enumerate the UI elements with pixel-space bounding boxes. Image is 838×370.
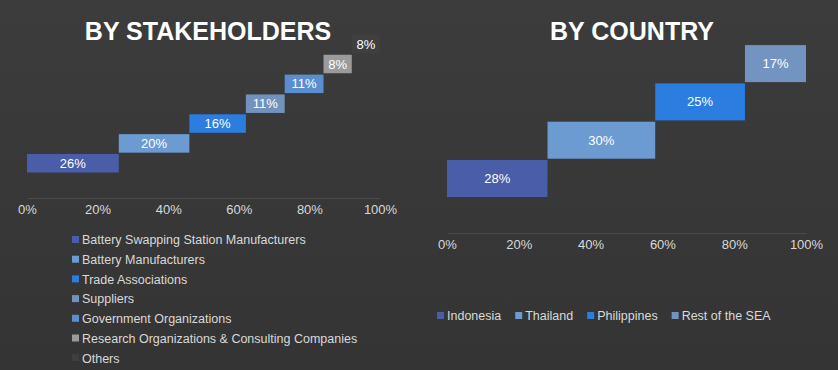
tick-label: 80% [722,237,748,252]
tick-label: 100% [790,237,824,252]
legend-item: Suppliers [72,292,134,306]
legend-label: Thailand [525,309,573,323]
tick-label: 100% [364,202,398,217]
legend-label: Government Organizations [82,312,231,326]
tick: 100% [364,198,398,217]
tick-label: 20% [506,237,532,252]
legend-label: Philippines [597,309,657,323]
bar [285,75,324,94]
tick: 100% [790,233,824,252]
data-labels: 28% 30% 25% 17% [484,56,789,186]
legend-label: Battery Manufacturers [82,253,205,267]
legend-label: Research Organizations & Consulting Comp… [82,332,357,346]
bar [548,122,656,159]
bar [189,114,245,133]
legend-item: Battery Manufacturers [72,253,205,267]
tick: 40% [156,198,182,217]
tick: 60% [226,198,252,217]
legend-swatch [72,256,79,263]
legend-swatch [72,275,79,282]
legend-item: Rest of the SEA [672,309,772,323]
tick: 0% [438,233,457,252]
legend-item: Others [72,352,120,366]
chart: BY COUNTRY 0% 20% 40% 60% 80% 100% 28% 30% 25% 17%… [437,17,824,323]
tick-label: 20% [85,202,111,217]
bar [119,134,190,153]
legend-swatch [672,312,679,319]
tick-label: 60% [226,202,252,217]
legend-item: Trade Associations [72,273,187,287]
title: BY STAKEHOLDERS [85,17,331,45]
title: BY COUNTRY [550,17,714,45]
bar [655,83,745,120]
data-label: 17% [762,56,788,71]
data-label: 20% [141,136,167,151]
tick: 80% [297,198,323,217]
tick: 20% [506,233,532,252]
tick: 20% [85,198,111,217]
bar [324,55,352,74]
legend-item: Government Organizations [72,312,231,326]
legend-swatch [72,335,79,342]
legend-swatch [437,312,444,319]
plot-area [27,35,380,173]
legend-item: Indonesia [437,309,501,323]
tick-label: 0% [438,237,457,252]
legend-swatch [587,312,594,319]
data-label: 8% [356,37,375,52]
data-label: 26% [60,156,86,171]
tick: 80% [722,233,748,252]
data-labels: 26% 20% 16% 11% 11% 8% 8% [60,37,376,171]
legend-label: Suppliers [82,292,134,306]
axis-line [28,198,381,199]
data-label: 30% [588,133,614,148]
legend: Indonesia Thailand Philippines Rest of the … [437,309,771,323]
tick-label: 40% [156,202,182,217]
legend-item: Research Organizations & Consulting Comp… [72,332,357,346]
chart: BY STAKEHOLDERS 0% 20% 40% 60% 80% 100% 26% 20% 1… [18,17,397,366]
data-label: 16% [205,116,231,131]
tick: 60% [650,233,676,252]
x-axis: 0% 20% 40% 60% 80% 100% [438,233,823,252]
legend-swatch [515,312,522,319]
tick-label: 40% [578,237,604,252]
axis-line [448,233,807,234]
legend-swatch [72,295,79,302]
tick-label: 60% [650,237,676,252]
legend-item: Philippines [587,309,657,323]
bar [27,154,119,173]
legend-item: Thailand [515,309,573,323]
data-label: 8% [328,57,347,72]
legend-swatch [72,354,79,361]
legend-label: Battery Swapping Station Manufacturers [82,233,306,247]
data-label: 28% [484,171,510,186]
legend-label: Indonesia [447,309,501,323]
legend-swatch [72,315,79,322]
tick-label: 0% [18,202,37,217]
legend: Battery Swapping Station Manufacturers Ba… [72,233,357,365]
bar [352,35,380,54]
canvas: BY STAKEHOLDERS 0% 20% 40% 60% 80% 100% 26% 20% 1… [0,0,838,370]
tick: 0% [18,198,37,217]
data-label: 25% [687,94,713,109]
legend-swatch [72,236,79,243]
legend-item: Battery Swapping Station Manufacturers [72,233,306,247]
data-label: 11% [292,76,317,91]
bar [447,160,548,197]
legend-label: Others [82,352,120,366]
data-label: 11% [253,96,278,111]
bar [246,94,285,113]
background [0,0,838,370]
legend-label: Trade Associations [82,273,187,287]
legend-label: Rest of the SEA [682,309,772,323]
tick: 40% [578,233,604,252]
x-axis: 0% 20% 40% 60% 80% 100% [18,198,397,217]
plot-area [447,45,806,197]
bar [745,45,806,82]
tick-label: 80% [297,202,323,217]
